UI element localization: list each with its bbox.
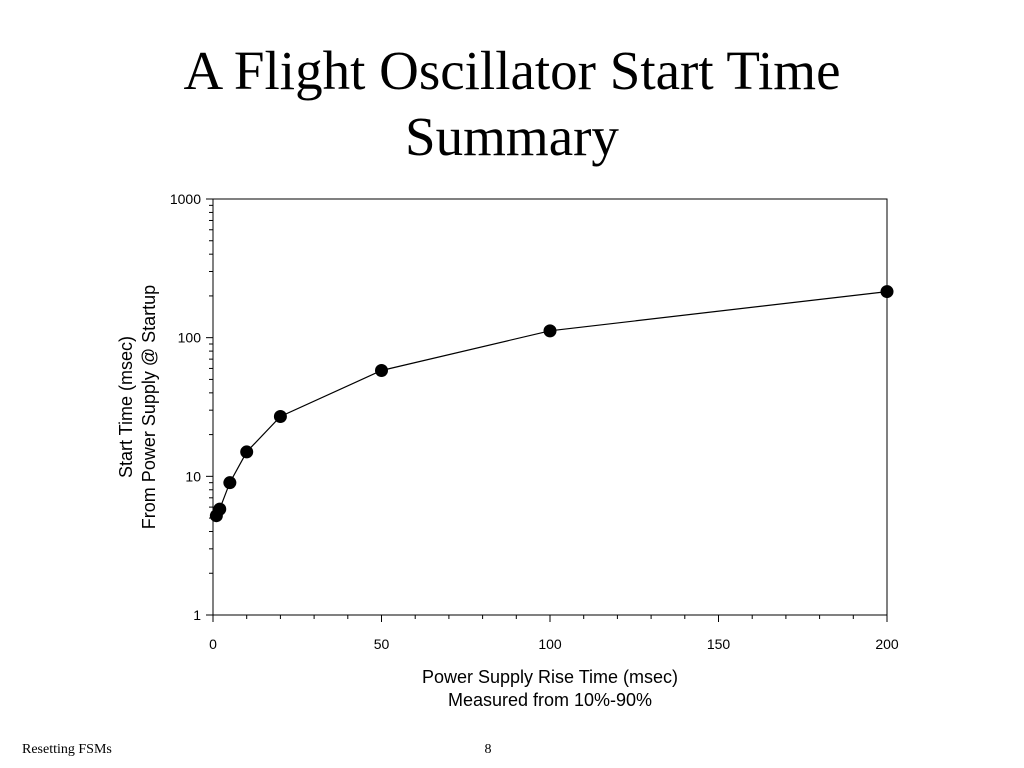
data-point <box>880 285 894 299</box>
x-tick-label: 0 <box>209 636 217 652</box>
slide-title-line-1: A Flight Oscillator Start Time <box>183 40 841 101</box>
footer-label: Resetting FSMs <box>22 742 112 757</box>
data-point <box>273 410 287 424</box>
data-point <box>213 502 227 516</box>
data-point <box>375 363 388 377</box>
y-tick-label: 1 <box>193 607 201 623</box>
y-axis-label: From Power Supply @ Startup <box>139 285 159 529</box>
x-tick-label: 200 <box>875 636 899 652</box>
plot-frame <box>212 198 888 616</box>
x-axis-label: Power Supply Rise Time (msec) <box>422 667 678 687</box>
x-tick-label: 100 <box>538 636 562 652</box>
y-tick-label: 100 <box>178 330 202 346</box>
slide-title-line-2: Summary <box>405 106 619 167</box>
data-point <box>240 445 254 459</box>
slide-title: A Flight Oscillator Start Time Summary <box>0 38 1024 170</box>
y-tick-label: 10 <box>185 468 201 484</box>
y-tick-label: 1000 <box>170 191 201 207</box>
y-axis-label: Start Time (msec) <box>116 336 136 478</box>
data-point <box>543 324 557 338</box>
data-point <box>223 476 237 490</box>
x-tick-label: 50 <box>374 636 390 652</box>
page-number: 8 <box>484 742 492 757</box>
x-axis-label: Measured from 10%-90% <box>448 690 652 710</box>
x-tick-label: 150 <box>707 636 731 652</box>
